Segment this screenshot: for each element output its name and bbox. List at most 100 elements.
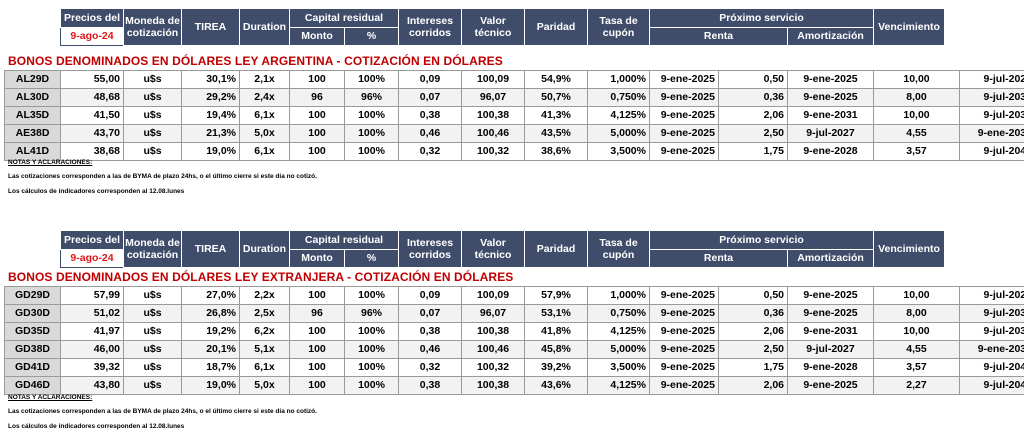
amortizacion-fecha-cell: 9-ene-2025 (787, 88, 874, 107)
amortizacion-fecha-cell: 9-ene-2025 (787, 304, 874, 323)
amortizacion-valor-cell: 10,00 (873, 106, 960, 125)
ticker-cell: GD35D (4, 322, 61, 341)
moneda-cell: u$s (123, 106, 182, 125)
vencimiento-cell: 9-jul-2041 (959, 358, 1024, 377)
tirea-cell: 27,0% (181, 286, 240, 305)
pct-cell: 100% (344, 340, 399, 359)
monto-cell: 100 (289, 340, 345, 359)
capital-residual-header: Capital residual (288, 230, 400, 250)
renta-fecha-cell: 9-ene-2025 (649, 322, 719, 341)
vencimiento-cell: 9-jul-2030 (959, 88, 1024, 107)
monto-cell: 100 (289, 70, 345, 89)
pct-cell: 96% (344, 88, 399, 107)
ticker-cell: GD30D (4, 304, 61, 323)
moneda-cell: u$s (123, 70, 182, 89)
renta-valor-cell: 2,06 (718, 106, 788, 125)
amortizacion-valor-cell: 10,00 (873, 322, 960, 341)
renta-header: Renta (649, 249, 789, 268)
paridad-cell: 39,2% (524, 358, 588, 377)
vencimiento-cell: 9-ene-2038 (959, 340, 1024, 359)
pct-cell: 100% (344, 124, 399, 143)
tasa-cupon-cell: 5,000% (587, 124, 650, 143)
amortizacion-fecha-cell: 9-ene-2028 (787, 358, 874, 377)
monto-header: Monto (289, 249, 345, 268)
moneda-cell: u$s (123, 286, 182, 305)
table-row: AL41D 38,68 u$s 19,0% 6,1x 100 100% 0,32 100,32 3… (4, 142, 1024, 161)
renta-valor-cell: 1,75 (718, 358, 788, 377)
tasa-cupon-cell: 0,750% (587, 304, 650, 323)
duration-cell: 6,1x (239, 142, 290, 161)
intereses-cell: 0,32 (398, 358, 462, 377)
precio-cell: 39,32 (60, 358, 124, 377)
tirea-cell: 19,2% (181, 322, 240, 341)
vencimiento-cell: 9-jul-2035 (959, 106, 1024, 125)
valor-tecnico-cell: 100,09 (461, 286, 525, 305)
intereses-cell: 0,07 (398, 88, 462, 107)
table-row: AL30D 48,68 u$s 29,2% 2,4x 96 96% 0,07 96,07 50,7… (4, 88, 1024, 107)
vencimiento-cell: 9-jul-2046 (959, 376, 1024, 395)
valor-tecnico-cell: 100,32 (461, 142, 525, 161)
note-line-2: Los cálculos de indicadores corresponden… (8, 423, 185, 430)
intereses-cell: 0,46 (398, 340, 462, 359)
duration-cell: 6,1x (239, 358, 290, 377)
duration-cell: 2,5x (239, 304, 290, 323)
pct-cell: 100% (344, 358, 399, 377)
valor-tecnico-cell: 100,38 (461, 376, 525, 395)
moneda-header: Moneda de cotización (123, 8, 182, 46)
precio-cell: 46,00 (60, 340, 124, 359)
pct-header: % (343, 27, 400, 46)
paridad-header: Paridad (524, 8, 589, 46)
tirea-cell: 30,1% (181, 70, 240, 89)
ticker-cell: AE38D (4, 124, 61, 143)
paridad-cell: 45,8% (524, 340, 588, 359)
tasa-cupon-cell: 3,500% (587, 358, 650, 377)
tasa-cupon-cell: 3,500% (587, 142, 650, 161)
intereses-header: Intereses corridos (398, 8, 463, 46)
tirea-cell: 19,0% (181, 376, 240, 395)
intereses-cell: 0,38 (398, 376, 462, 395)
amortizacion-fecha-cell: 9-ene-2025 (787, 70, 874, 89)
pct-cell: 100% (344, 106, 399, 125)
pct-cell: 100% (344, 376, 399, 395)
valor-tecnico-cell: 100,38 (461, 106, 525, 125)
table-row: GD35D 41,97 u$s 19,2% 6,2x 100 100% 0,38 100,38 4… (4, 322, 1024, 341)
ticker-cell: GD46D (4, 376, 61, 395)
paridad-header: Paridad (524, 230, 589, 268)
intereses-cell: 0,09 (398, 70, 462, 89)
renta-valor-cell: 2,06 (718, 322, 788, 341)
pct-cell: 100% (344, 70, 399, 89)
tirea-cell: 19,0% (181, 142, 240, 161)
duration-cell: 2,1x (239, 70, 290, 89)
note-line-1: Las cotizaciones corresponden a las de B… (8, 408, 317, 415)
duration-cell: 5,0x (239, 124, 290, 143)
vencimiento-cell: 9-jul-2041 (959, 142, 1024, 161)
moneda-cell: u$s (123, 322, 182, 341)
monto-cell: 100 (289, 322, 345, 341)
duration-cell: 5,0x (239, 376, 290, 395)
valor-tecnico-header: Valor técnico (461, 8, 526, 46)
tasa-cupon-cell: 4,125% (587, 376, 650, 395)
renta-fecha-cell: 9-ene-2025 (649, 358, 719, 377)
paridad-cell: 50,7% (524, 88, 588, 107)
tasa-cupon-cell: 4,125% (587, 322, 650, 341)
renta-valor-cell: 0,36 (718, 304, 788, 323)
tasa-cupon-header: Tasa de cupón (587, 8, 651, 46)
notes-block-2: NOTAS Y ACLARACIONES: Las cotizaciones c… (8, 392, 317, 432)
ticker-cell: AL35D (4, 106, 61, 125)
amortizacion-valor-cell: 10,00 (873, 286, 960, 305)
intereses-cell: 0,09 (398, 286, 462, 305)
bonds-table-1: AL29D 55,00 u$s 30,1% 2,1x 100 100% 0,09 100,09 5… (4, 70, 1024, 161)
precios-del-label: Precios del (60, 8, 124, 28)
monto-cell: 100 (289, 124, 345, 143)
ticker-cell: GD41D (4, 358, 61, 377)
pct-cell: 100% (344, 142, 399, 161)
valor-tecnico-header: Valor técnico (461, 230, 526, 268)
precio-cell: 43,80 (60, 376, 124, 395)
renta-fecha-cell: 9-ene-2025 (649, 88, 719, 107)
amortizacion-fecha-cell: 9-jul-2027 (787, 124, 874, 143)
section-title: BONOS DENOMINADOS EN DÓLARES LEY EXTRANJ… (8, 270, 514, 284)
moneda-cell: u$s (123, 88, 182, 107)
vencimiento-header: Vencimiento (873, 230, 946, 268)
tirea-header: TIREA (181, 8, 240, 46)
amortizacion-header: Amortización (787, 249, 875, 268)
